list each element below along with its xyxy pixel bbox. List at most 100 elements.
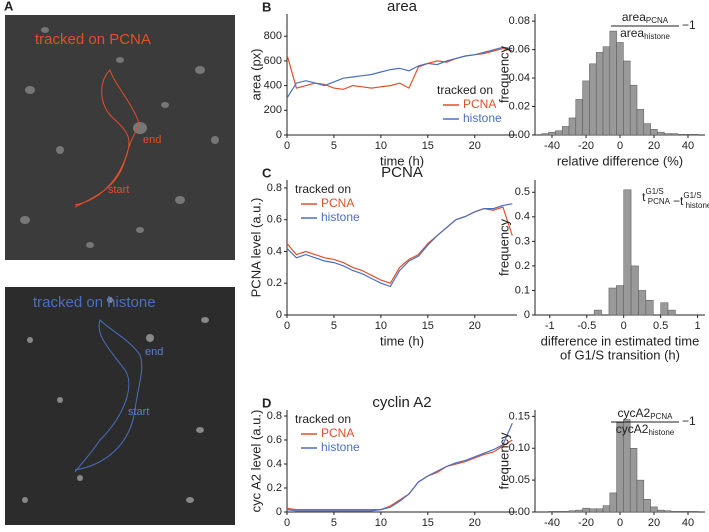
histogram-bar — [568, 117, 577, 136]
x-tick-label: -40 — [544, 140, 560, 152]
histogram-bar — [548, 511, 556, 513]
histogram-bar — [636, 479, 645, 513]
histogram-bar — [691, 134, 699, 136]
y-tick-label: 0.2 — [267, 277, 282, 289]
x-tick-label: 20 — [648, 517, 660, 529]
histogram-bar — [663, 133, 672, 136]
y-tick-label: 0.08 — [509, 15, 530, 27]
annotation-part: histone — [648, 428, 674, 437]
histogram-bar — [616, 42, 624, 136]
x-tick-label: 10 — [375, 517, 387, 529]
annotation: cycA2histone — [616, 422, 675, 437]
image-title: tracked on PCNA — [35, 31, 151, 48]
x-tick-label: 15 — [422, 320, 434, 332]
annotation-part: cycA2 — [618, 406, 651, 420]
y-tick-label: 0.4 — [267, 458, 282, 470]
histogram-bar — [608, 287, 617, 316]
x-tick-label: 0 — [284, 517, 290, 529]
histogram-bar — [561, 511, 570, 513]
x-tick-label: 40 — [682, 140, 694, 152]
histogram-bar — [684, 511, 692, 513]
x-tick-label: 15 — [422, 140, 434, 152]
x-tick-label: 20 — [648, 140, 660, 152]
histogram-bar — [595, 52, 604, 136]
y-tick-label: 0.4 — [267, 245, 282, 257]
annotation-part: area — [622, 10, 646, 24]
y-tick-label: 0.8 — [267, 182, 282, 194]
annotation-part: histone — [644, 32, 670, 41]
y-axis-label: frequency — [496, 432, 511, 490]
y-tick-label: 0 — [276, 129, 282, 141]
x-tick-label: 1 — [695, 320, 701, 332]
x-axis-label: time (h) — [380, 333, 424, 348]
panel-label: C — [262, 165, 272, 180]
y-tick-label: 600 — [264, 55, 282, 67]
x-tick-label: -1 — [545, 320, 555, 332]
histogram-bar — [684, 134, 692, 136]
chart-title: PCNA — [381, 164, 423, 181]
histogram-bar — [555, 130, 563, 136]
x-tick-label: 10 — [375, 140, 387, 152]
histogram-bar — [663, 510, 672, 513]
y-axis-label: frequency — [496, 218, 511, 276]
legend-label: PCNA — [321, 196, 354, 210]
histogram-bar — [541, 133, 549, 136]
x-tick-label: 5 — [331, 140, 337, 152]
x-tick-label: 0 — [621, 320, 627, 332]
y-tick-label: 0.04 — [509, 72, 530, 84]
histogram-bar — [575, 509, 583, 513]
panel-label: A — [4, 0, 14, 13]
y-tick-label: 800 — [264, 30, 282, 42]
x-tick-label: 5 — [331, 517, 337, 529]
histogram-bar — [623, 60, 631, 136]
histogram-bar — [568, 510, 577, 513]
histogram-bar — [643, 499, 651, 513]
x-axis-label: difference in estimated time — [541, 333, 700, 348]
series-line — [286, 439, 513, 511]
histogram-bar — [582, 507, 590, 513]
histogram-bar — [609, 30, 617, 136]
histogram-bar — [602, 505, 611, 513]
annotation: areahistone — [620, 26, 670, 41]
x-tick-label: -40 — [544, 517, 560, 529]
histogram-bar — [670, 511, 679, 513]
x-axis-label: time (h) — [380, 153, 424, 168]
track-start: start — [108, 184, 129, 196]
histogram-bar — [623, 189, 632, 316]
legend-title: tracked on — [437, 83, 493, 97]
histogram-bar — [548, 131, 556, 136]
x-tick-label: 5 — [331, 320, 337, 332]
x-tick-label: 0.5 — [653, 320, 668, 332]
x-tick-label: 15 — [422, 517, 434, 529]
annotation-part: cycA2 — [616, 422, 649, 436]
annotation-part: t — [680, 194, 684, 208]
micrograph: tracked on histone end start — [5, 287, 235, 525]
series-line — [286, 203, 513, 288]
y-tick-label: 0.00 — [509, 506, 530, 518]
micrograph: tracked on PCNA end start — [5, 15, 235, 260]
x-axis-label: time (h) — [380, 530, 424, 532]
y-tick-label: 0.10 — [509, 442, 530, 454]
histogram-bar — [657, 509, 665, 513]
annotation-part: t — [642, 190, 646, 204]
y-tick-label: 0.1 — [515, 284, 530, 296]
track-start: start — [128, 406, 149, 418]
series-line — [286, 422, 513, 512]
y-tick-label: 0.2 — [515, 260, 530, 272]
histogram-bar — [629, 448, 638, 513]
histogram-bar — [691, 511, 699, 513]
y-tick-label: 0.5 — [515, 186, 530, 198]
x-tick-label: 40 — [682, 517, 694, 529]
histogram-bar — [645, 300, 654, 316]
track-end: end — [143, 134, 161, 146]
histogram-bar — [677, 134, 685, 136]
x-axis-label: of G1/S transition (h) — [560, 347, 680, 362]
y-tick-label: 0 — [276, 309, 282, 321]
histogram-bar — [643, 123, 651, 136]
legend-label: histone — [463, 111, 502, 125]
annotation-part: PCNA — [650, 412, 673, 421]
y-tick-label: 0.06 — [509, 43, 530, 55]
x-tick-label: 20 — [469, 517, 481, 529]
histogram-bar — [582, 80, 590, 136]
y-tick-label: 0.3 — [515, 235, 530, 247]
